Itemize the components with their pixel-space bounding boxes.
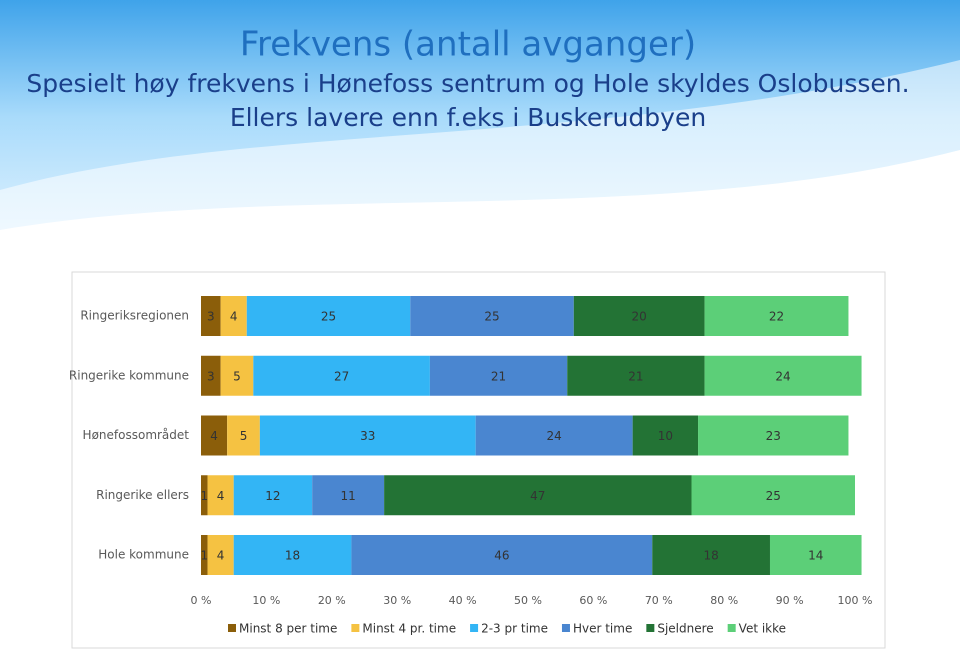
value-label: 22 [769,310,784,324]
value-label: 12 [265,489,280,503]
x-tick-label: 0 % [191,594,212,607]
category-label: Ringerike ellers [96,488,189,502]
value-label: 18 [285,549,300,563]
x-tick-label: 80 % [710,594,738,607]
x-tick-label: 70 % [645,594,673,607]
value-label: 27 [334,369,349,383]
bar-segment [698,415,849,456]
value-label: 10 [658,429,673,443]
legend-swatch [470,624,479,632]
bar-segment [632,415,699,456]
value-label: 1 [200,489,208,503]
bar-segment [704,355,862,396]
bar-segment [201,296,221,336]
bar-segment [384,475,692,516]
x-tick-label: 90 % [776,594,804,607]
category-label: Hole kommune [98,548,189,562]
x-tick-label: 40 % [449,594,477,607]
bar-segment [201,535,208,575]
value-label: 25 [484,310,499,324]
x-tick-label: 60 % [579,594,607,607]
value-label: 5 [233,369,241,383]
x-tick-label: 10 % [252,594,280,607]
x-tick-label: 20 % [318,594,346,607]
value-label: 3 [207,369,215,383]
value-label: 4 [217,549,225,563]
value-label: 46 [494,549,509,563]
bar-segment [567,355,705,396]
bar-segment [704,296,849,336]
legend-label: Minst 8 per time [239,622,337,636]
bar-segment [246,296,411,336]
value-label: 4 [210,429,218,443]
bar-segment [259,415,476,456]
legend-swatch [646,624,655,632]
value-label: 4 [230,310,238,324]
bar-segment [475,415,633,456]
bar-segment [201,475,208,516]
bar-segment [429,355,568,396]
bar-segment [691,475,855,516]
bar-segment [201,415,228,456]
value-label: 23 [766,429,781,443]
value-label: 5 [240,429,248,443]
value-label: 25 [321,310,336,324]
value-label: 4 [217,489,225,503]
category-label: Ringeriksregionen [80,309,189,323]
bar-segment [220,355,254,396]
legend-label: Sjeldnere [657,622,713,636]
legend-label: Minst 4 pr. time [362,622,456,636]
legend-swatch [351,624,360,632]
value-label: 47 [530,489,545,503]
category-label: Hønefossområdet [83,428,190,442]
legend-swatch [727,624,736,632]
x-tick-label: 50 % [514,594,542,607]
bar-segment [220,296,247,336]
category-label: Ringerike kommune [69,368,189,382]
value-label: 25 [766,489,781,503]
bar-segment [201,355,221,396]
value-label: 11 [341,489,356,503]
bar-segment [207,535,234,575]
value-label: 21 [628,369,643,383]
header-wave [0,150,960,260]
bar-segment [253,355,430,396]
value-label: 18 [703,549,718,563]
value-label: 33 [360,429,375,443]
value-label: 21 [491,369,506,383]
legend-label: 2-3 pr time [481,622,548,636]
bar-segment [233,535,352,575]
bar-segment [410,296,574,336]
bar-segment [233,475,313,516]
bar-segment [351,535,653,575]
value-label: 24 [775,369,790,383]
value-label: 1 [200,549,208,563]
bar-segment [207,475,234,516]
subtitle: Ellers lavere enn f.eks i Buskerudbyen [230,103,706,132]
bar-segment [652,535,770,575]
value-label: 24 [547,429,562,443]
bar-segment [312,475,385,516]
legend-swatch [228,624,236,632]
legend-label: Hver time [573,622,632,636]
subtitle: Spesielt høy frekvens i Hønefoss sentrum… [26,69,909,98]
bar-segment [769,535,862,575]
value-label: 3 [207,310,215,324]
value-label: 20 [632,310,647,324]
bar-segment [573,296,705,336]
x-tick-label: 100 % [838,594,873,607]
legend-swatch [561,624,570,632]
value-label: 14 [808,549,823,563]
bar-segment [227,415,260,456]
legend-label: Vet ikke [739,622,786,636]
title: Frekvens (antall avganger) [240,25,696,65]
x-tick-label: 30 % [383,594,411,607]
